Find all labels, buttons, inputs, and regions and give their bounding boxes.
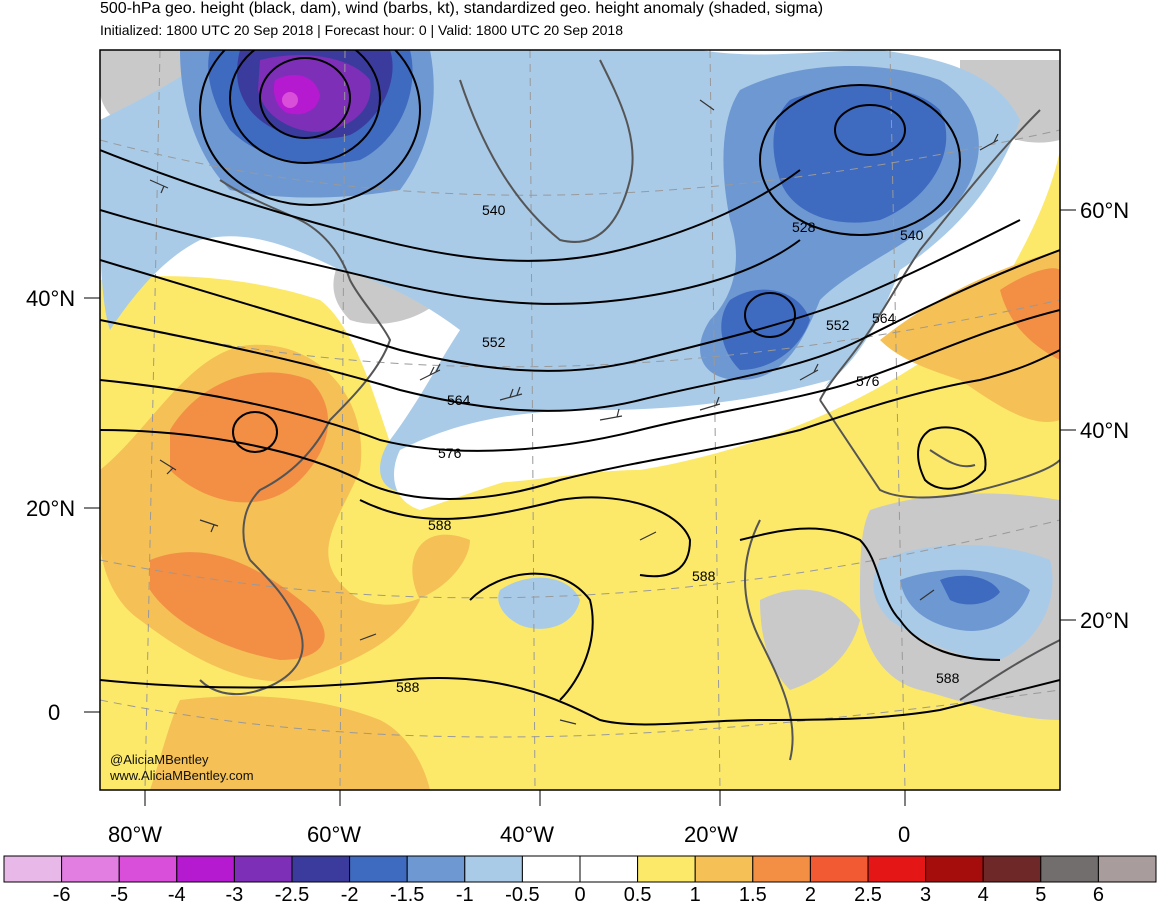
contour-label: 564 xyxy=(872,310,896,326)
wind-barbs xyxy=(149,99,999,725)
lon-label: 40°W xyxy=(500,822,555,847)
credit-handle: @AliciaMBentley xyxy=(110,752,209,767)
colorbar-label: 0.5 xyxy=(623,884,652,906)
colorbar-label: 3 xyxy=(920,884,932,906)
colorbar-label: 1.5 xyxy=(738,884,767,906)
contour-label: 528 xyxy=(792,219,816,235)
contour-label: 588 xyxy=(936,670,960,686)
colorbar-swatch xyxy=(464,855,523,883)
lat-label-left: 20°N xyxy=(26,496,76,521)
lat-label-right: 40°N xyxy=(1080,418,1130,443)
colorbar-label: -3 xyxy=(225,884,244,906)
lon-label: 60°W xyxy=(307,822,362,847)
colorbar-swatch xyxy=(61,855,120,883)
contour-label: 576 xyxy=(438,445,462,461)
anomaly-minus-4-hudson xyxy=(282,92,298,108)
colorbar-swatch xyxy=(694,855,754,883)
lon-label: 20°W xyxy=(684,822,739,847)
colorbar-label: -5 xyxy=(110,884,129,906)
colorbar-label: -6 xyxy=(52,884,71,906)
colorbar-swatch xyxy=(637,855,696,883)
anomaly-minus-0.5-midatlantic xyxy=(498,577,580,629)
colorbar-label: 2 xyxy=(804,884,816,906)
colorbar-swatch xyxy=(579,855,639,883)
anomaly-1.5-europe xyxy=(1000,268,1060,360)
colorbar-swatch xyxy=(925,855,984,883)
colorbar-label: 2.5 xyxy=(854,884,882,906)
contour-label-group: 540 528 540 552 552 564 564 576 576 588 … xyxy=(396,202,960,695)
contour-label: 588 xyxy=(692,568,716,584)
lat-label-right: 60°N xyxy=(1080,198,1130,223)
lat-label-left: 0 xyxy=(48,700,61,725)
contour-label: 576 xyxy=(856,373,880,389)
colorbar-swatch xyxy=(982,855,1042,883)
contour-label: 588 xyxy=(428,517,452,533)
lon-label: 0 xyxy=(898,822,911,847)
colorbar-swatch xyxy=(176,855,235,883)
map-title: 500-hPa geo. height (black, dam), wind (… xyxy=(100,0,824,17)
colorbar-swatch xyxy=(1097,855,1157,883)
colorbar xyxy=(3,855,1157,883)
colorbar-swatch xyxy=(867,855,927,883)
colorbar-label: 6 xyxy=(1092,884,1104,906)
colorbar-label: 1 xyxy=(689,884,701,906)
colorbar-swatch xyxy=(1040,855,1099,883)
colorbar-swatch xyxy=(233,855,293,883)
contour-label: 564 xyxy=(447,392,471,408)
colorbar-label: -2.5 xyxy=(274,884,310,906)
coastlines xyxy=(199,59,1060,761)
colorbar-swatch xyxy=(349,855,408,883)
contour-label: 540 xyxy=(900,227,924,243)
axis-ticks xyxy=(84,209,1076,806)
colorbar-label: 5 xyxy=(1035,884,1047,906)
anomaly-minus-1.5-africa xyxy=(940,575,1000,605)
graticule xyxy=(100,50,1060,790)
colorbar-label: -4 xyxy=(167,884,186,906)
lon-label: 80°W xyxy=(108,822,163,847)
colorbar-label: 0 xyxy=(574,884,586,906)
contour-label: 540 xyxy=(482,202,506,218)
colorbar-swatch xyxy=(291,855,351,883)
contour-label: 552 xyxy=(826,317,850,333)
lat-label-left: 40°N xyxy=(26,286,76,311)
colorbar-label: -1 xyxy=(455,884,474,906)
colorbar-label: 4 xyxy=(977,884,989,906)
map-subtitle: Initialized: 1800 UTC 20 Sep 2018 | Fore… xyxy=(100,22,623,38)
height-contours xyxy=(100,50,1060,726)
colorbar-label: -2 xyxy=(340,884,359,906)
credit-website: www.AliciaMBentley.com xyxy=(110,768,254,783)
colorbar-swatch xyxy=(406,855,466,883)
map-frame xyxy=(99,49,1061,791)
colorbar-swatch xyxy=(809,855,869,883)
map-field xyxy=(100,50,1060,790)
contour-label: 552 xyxy=(482,334,506,350)
colorbar-swatch xyxy=(752,855,811,883)
contour-label: 588 xyxy=(396,679,420,695)
anomaly-1-south xyxy=(150,696,430,790)
gray-area-westafrica xyxy=(760,589,860,690)
colorbar-label: -1.5 xyxy=(389,884,425,906)
colorbar-swatch xyxy=(521,855,581,883)
anomaly-minus-1.5-atlantic xyxy=(721,86,947,371)
colorbar-label: -0.5 xyxy=(505,884,540,906)
colorbar-swatch xyxy=(118,855,178,883)
colorbar-swatch xyxy=(3,855,63,883)
lat-label-right: 20°N xyxy=(1080,608,1130,633)
